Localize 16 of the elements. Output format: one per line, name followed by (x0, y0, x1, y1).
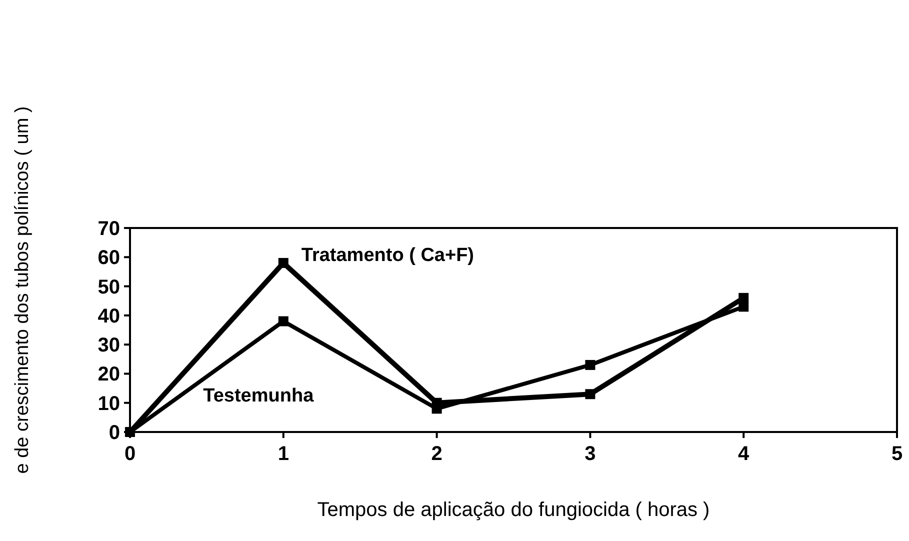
y-axis-title: e de crescimento dos tubos polínicos ( um ) (12, 106, 33, 474)
y-tick-label: 70 (98, 218, 120, 240)
x-tick-label: 5 (891, 443, 903, 465)
x-axis-title: Tempos de aplicação do fungiocida ( horas ) (317, 499, 710, 521)
y-tick-label: 20 (98, 364, 120, 386)
x-tick-label: 2 (431, 443, 442, 465)
y-tick-label: 10 (98, 392, 120, 415)
y-tick-label: 30 (98, 334, 120, 357)
x-tick-label: 3 (584, 443, 596, 465)
x-tick-label: 4 (738, 443, 750, 465)
y-tick-label: 40 (98, 305, 120, 328)
y-tick-label: 50 (98, 276, 120, 298)
y-tick-label: 0 (108, 422, 120, 444)
x-tick-label: 0 (124, 443, 136, 465)
x-tick-label: 1 (278, 443, 289, 465)
y-tick-label: 60 (98, 247, 120, 270)
